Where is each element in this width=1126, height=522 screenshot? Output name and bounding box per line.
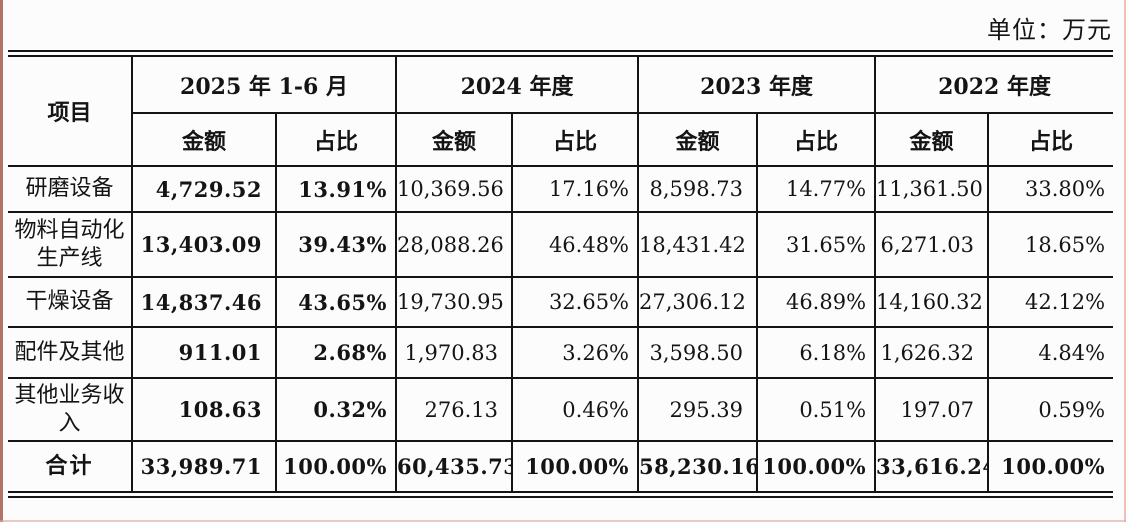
table-row: 其他业务收入 108.63 0.32% 276.13 0.46% 295.39 …: [8, 377, 1114, 442]
ratio-cell: 2.68%: [275, 326, 397, 379]
ratio-header: 占比: [510, 112, 640, 167]
ratio-cell: 100.00%: [987, 440, 1114, 491]
amount-cell: 197.07: [874, 377, 990, 442]
amount-cell: 13,403.09: [131, 211, 277, 278]
ratio-cell: 0.32%: [275, 377, 397, 442]
table-row: 配件及其他 911.01 2.68% 1,970.83 3.26% 3,598.…: [8, 326, 1114, 379]
ratio-cell: 0.51%: [756, 377, 877, 442]
amount-cell: 11,361.50: [874, 165, 990, 213]
period-header-2023: 2023 年度: [637, 57, 877, 114]
amount-cell: 19,730.95: [395, 276, 513, 328]
ratio-cell: 39.43%: [275, 211, 397, 278]
ratio-cell: 4.84%: [987, 326, 1114, 379]
ratio-cell: 0.59%: [987, 377, 1114, 442]
amount-cell: 10,369.56: [395, 165, 513, 213]
amount-cell: 33,989.71: [131, 440, 277, 491]
ratio-cell: 46.48%: [510, 211, 640, 278]
amount-cell: 28,088.26: [395, 211, 513, 278]
amount-header: 金额: [395, 112, 513, 167]
amount-cell: 58,230.16: [637, 440, 759, 491]
amount-cell: 108.63: [131, 377, 277, 442]
ratio-cell: 33.80%: [987, 165, 1114, 213]
scan-edge-bottom: [0, 520, 1126, 522]
amount-cell: 1,970.83: [395, 326, 513, 379]
table-row: 物料自动化生产线 13,403.09 39.43% 28,088.26 46.4…: [8, 211, 1114, 278]
amount-header: 金额: [637, 112, 759, 167]
ratio-cell: 18.65%: [987, 211, 1114, 278]
ratio-cell: 13.91%: [275, 165, 397, 213]
amount-cell: 1,626.32: [874, 326, 990, 379]
period-header-2025: 2025 年 1-6 月: [131, 57, 397, 114]
ratio-cell: 14.77%: [756, 165, 877, 213]
item-column-header: 项目: [8, 57, 133, 167]
ratio-cell: 17.16%: [510, 165, 640, 213]
ratio-cell: 0.46%: [510, 377, 640, 442]
header-group-row: 项目 2025 年 1-6 月 2024 年度 2023 年度 2022 年度: [8, 57, 1114, 167]
ratio-header: 占比: [756, 112, 877, 167]
item-cell: 干燥设备: [8, 276, 133, 328]
ratio-cell: 31.65%: [756, 211, 877, 278]
period-header-2024: 2024 年度: [394, 57, 640, 114]
amount-header: 金额: [132, 112, 277, 167]
item-cell: 物料自动化生产线: [8, 211, 133, 278]
ratio-header: 占比: [987, 112, 1114, 167]
ratio-cell: 3.26%: [510, 326, 640, 379]
amount-cell: 8,598.73: [637, 165, 759, 213]
amount-cell: 14,837.46: [131, 276, 277, 328]
ratio-cell: 100.00%: [275, 440, 397, 491]
amount-cell: 18,431.42: [637, 211, 759, 278]
amount-cell: 60,435.73: [395, 440, 513, 491]
amount-cell: 911.01: [131, 326, 277, 379]
amount-cell: 33,616.24: [874, 440, 990, 491]
item-cell: 其他业务收入: [8, 377, 133, 442]
unit-label: 单位：万元: [987, 16, 1112, 44]
ratio-cell: 43.65%: [275, 276, 397, 328]
ratio-cell: 100.00%: [756, 440, 877, 491]
ratio-cell: 42.12%: [987, 276, 1114, 328]
amount-cell: 3,598.50: [637, 326, 759, 379]
item-cell: 合计: [8, 440, 133, 491]
period-header-2022: 2022 年度: [874, 57, 1114, 114]
ratio-cell: 6.18%: [756, 326, 877, 379]
table-row: 干燥设备 14,837.46 43.65% 19,730.95 32.65% 2…: [8, 276, 1114, 328]
total-row: 合计 33,989.71 100.00% 60,435.73 100.00% 5…: [8, 440, 1114, 491]
amount-cell: 14,160.32: [874, 276, 990, 328]
header-sub-row: 金额 占比 金额 占比 金额 占比 金额 占比: [8, 112, 1114, 167]
amount-header: 金额: [874, 112, 990, 167]
table-row: 研磨设备 4,729.52 13.91% 10,369.56 17.16% 8,…: [8, 165, 1114, 213]
revenue-table-frame: 项目 2025 年 1-6 月 2024 年度 2023 年度 2022 年度 …: [8, 50, 1114, 498]
amount-cell: 295.39: [637, 377, 759, 442]
scan-edge-left: [0, 0, 3, 522]
amount-cell: 6,271.03: [874, 211, 990, 278]
ratio-cell: 46.89%: [756, 276, 877, 328]
amount-cell: 4,729.52: [131, 165, 277, 213]
item-cell: 配件及其他: [8, 326, 133, 379]
amount-cell: 276.13: [395, 377, 513, 442]
scan-edge-right: [1124, 0, 1126, 522]
ratio-cell: 100.00%: [510, 440, 640, 491]
item-cell: 研磨设备: [8, 165, 133, 213]
ratio-cell: 32.65%: [510, 276, 640, 328]
ratio-header: 占比: [275, 112, 397, 167]
table-header: 项目 2025 年 1-6 月 2024 年度 2023 年度 2022 年度 …: [8, 57, 1114, 167]
amount-cell: 27,306.12: [637, 276, 759, 328]
revenue-table: 项目 2025 年 1-6 月 2024 年度 2023 年度 2022 年度 …: [8, 57, 1114, 491]
table-body: 研磨设备 4,729.52 13.91% 10,369.56 17.16% 8,…: [8, 165, 1114, 491]
